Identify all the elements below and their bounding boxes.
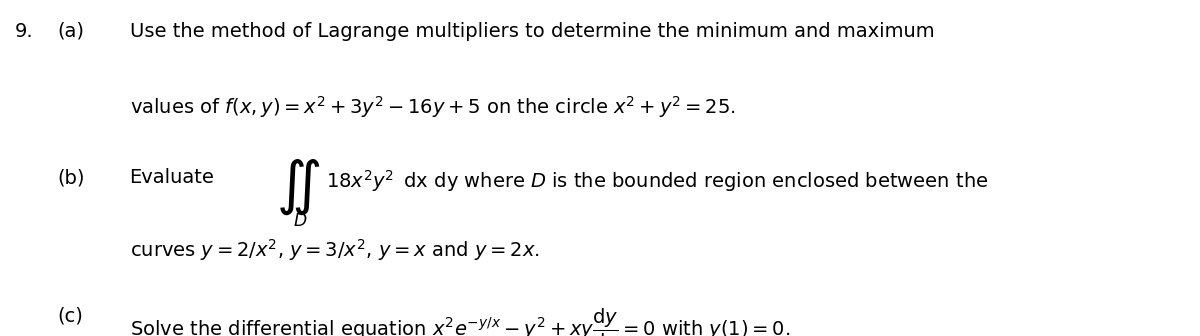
- Text: (c): (c): [58, 306, 84, 326]
- Text: $\iint$: $\iint$: [276, 158, 320, 217]
- Text: $18x^2y^2\,$ dx dy where $D$ is the bounded region enclosed between the: $18x^2y^2\,$ dx dy where $D$ is the boun…: [326, 168, 989, 194]
- Text: 9.: 9.: [14, 22, 34, 41]
- Text: values of $f(x, y) = x^2 + 3y^2 - 16y + 5$ on the circle $x^2 + y^2 = 25$.: values of $f(x, y) = x^2 + 3y^2 - 16y + …: [130, 94, 736, 120]
- Text: curves $y = 2/x^2$, $y = 3/x^2$, $y = x$ and $y = 2x$.: curves $y = 2/x^2$, $y = 3/x^2$, $y = x$…: [130, 237, 539, 263]
- Text: (b): (b): [58, 168, 85, 187]
- Text: Evaluate: Evaluate: [130, 168, 215, 187]
- Text: (a): (a): [58, 22, 84, 41]
- Text: Solve the differential equation $x^2 e^{-y/x} - y^2 + xy\dfrac{\mathrm{d}y}{\mat: Solve the differential equation $x^2 e^{…: [130, 306, 790, 336]
- Text: Use the method of Lagrange multipliers to determine the minimum and maximum: Use the method of Lagrange multipliers t…: [130, 22, 935, 41]
- Text: $D$: $D$: [293, 212, 307, 230]
